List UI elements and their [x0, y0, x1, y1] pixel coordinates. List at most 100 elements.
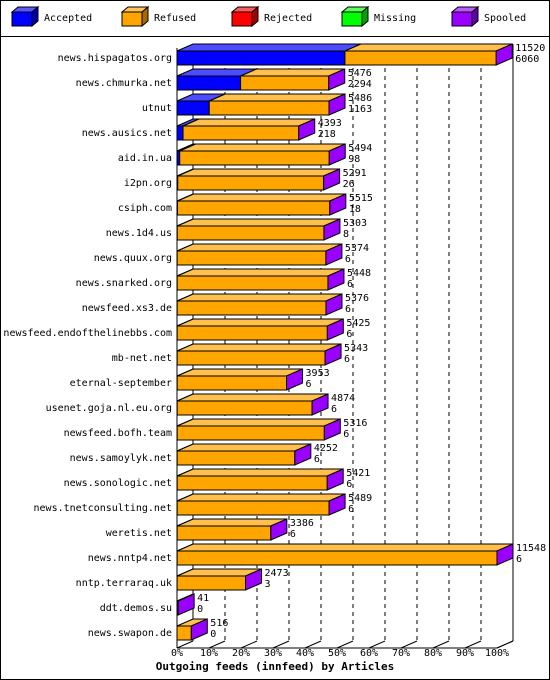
- accepted-label: 6: [346, 479, 352, 490]
- category-label: newsfeed.xs3.de: [82, 303, 172, 314]
- bar-segment: [176, 193, 347, 216]
- tick-mark: [240, 640, 258, 649]
- total-label: 5494: [348, 143, 372, 154]
- accepted-label: 6: [346, 329, 352, 340]
- legend-item: Spooled: [450, 5, 526, 28]
- category-label: usenet.goja.nl.eu.org: [46, 403, 172, 414]
- accepted-label: 6: [348, 504, 354, 515]
- total-label: 5448: [347, 268, 371, 279]
- bar-segment: [176, 543, 514, 566]
- bar-side: [298, 118, 316, 141]
- category-label: news.1d4.us: [106, 228, 172, 239]
- bar-segment: [176, 243, 343, 266]
- legend-label: Missing: [374, 13, 416, 24]
- bar-side: [325, 293, 343, 316]
- bar-side: [328, 68, 346, 91]
- bar-side: [326, 468, 344, 491]
- bar-segment: [176, 68, 257, 91]
- legend-swatch: [451, 11, 473, 27]
- category-label: news.chmurka.net: [76, 78, 172, 89]
- bar-top: [176, 393, 329, 402]
- x-tick-label: 10%: [200, 648, 218, 659]
- total-label: 41: [197, 593, 209, 604]
- category-label: news.samoylyk.net: [70, 453, 172, 464]
- category-label: aid.in.ua: [118, 153, 172, 164]
- bar-side: [327, 268, 345, 291]
- bar-segment: [176, 318, 344, 341]
- bar-side: [286, 368, 304, 391]
- accepted-label: 98: [348, 154, 360, 165]
- bar-side: [326, 318, 344, 341]
- accepted-label: 0: [210, 629, 216, 640]
- bar-side: [311, 393, 329, 416]
- accepted-label: 6: [290, 529, 296, 540]
- category-label: news.snarked.org: [76, 278, 172, 289]
- bar-segment: [176, 218, 341, 241]
- legend-item: Refused: [120, 5, 196, 28]
- bar: [344, 50, 497, 66]
- accepted-label: 6: [343, 429, 349, 440]
- x-tick-label: 20%: [232, 648, 250, 659]
- legend-label: Spooled: [484, 13, 526, 24]
- total-label: 5343: [344, 343, 368, 354]
- tick-mark: [208, 640, 226, 649]
- bar-segment: [176, 468, 344, 491]
- category-label: newsfeed.bofh.team: [64, 428, 172, 439]
- x-tick-label: 30%: [264, 648, 282, 659]
- bar: [176, 450, 296, 466]
- bar-segment: [182, 118, 315, 141]
- legend-item: Rejected: [230, 5, 312, 28]
- tick-mark: [176, 640, 194, 649]
- bar-side: [328, 143, 346, 166]
- x-tick-label: 0%: [171, 648, 183, 659]
- legend-swatch: [121, 11, 143, 27]
- x-tick-label: 50%: [328, 648, 346, 659]
- total-label: 5489: [348, 493, 372, 504]
- bar: [176, 250, 327, 266]
- legend-swatch-side: [361, 5, 369, 28]
- bar-segment: [176, 568, 262, 591]
- legend-swatch-side: [31, 5, 39, 28]
- bar-segment: [177, 168, 340, 191]
- bar: [176, 50, 346, 66]
- bar-side: [325, 243, 343, 266]
- bar-top: [176, 418, 341, 427]
- legend-label: Refused: [154, 13, 196, 24]
- bar: [176, 500, 330, 516]
- bar-top: [344, 43, 513, 52]
- bar-segment: [176, 293, 343, 316]
- bar-top: [177, 193, 347, 202]
- bar: [176, 300, 327, 316]
- category-label: utnut: [142, 103, 172, 114]
- total-label: 5476: [348, 68, 372, 79]
- bar: [176, 550, 498, 566]
- bar: [176, 375, 288, 391]
- x-tick-label: 60%: [360, 648, 378, 659]
- bar-top: [176, 368, 303, 377]
- bar-segment: [208, 93, 346, 116]
- bar-top: [209, 93, 346, 102]
- bar-segment: [176, 393, 329, 416]
- total-label: 5316: [343, 418, 367, 429]
- bar-segment: [176, 518, 288, 541]
- bar: [176, 225, 325, 241]
- accepted-label: 6: [345, 304, 351, 315]
- bar-segment: [240, 68, 345, 91]
- accepted-label: 2294: [348, 79, 372, 90]
- bar-top: [176, 518, 288, 527]
- bar-top: [177, 168, 340, 177]
- category-label: weretis.net: [106, 528, 172, 539]
- bar-top: [176, 343, 342, 352]
- bar: [176, 75, 242, 91]
- legend-swatch-side: [141, 5, 149, 28]
- bar-top: [176, 293, 343, 302]
- category-label: news.swapon.de: [88, 628, 172, 639]
- total-label: 11548: [516, 543, 546, 554]
- total-label: 5515: [349, 193, 373, 204]
- bar: [179, 150, 330, 166]
- bar: [176, 400, 313, 416]
- category-label: ddt.demos.su: [100, 603, 172, 614]
- bar-segment: [176, 618, 208, 641]
- x-axis-label: Outgoing feeds (innfeed) by Articles: [156, 660, 394, 673]
